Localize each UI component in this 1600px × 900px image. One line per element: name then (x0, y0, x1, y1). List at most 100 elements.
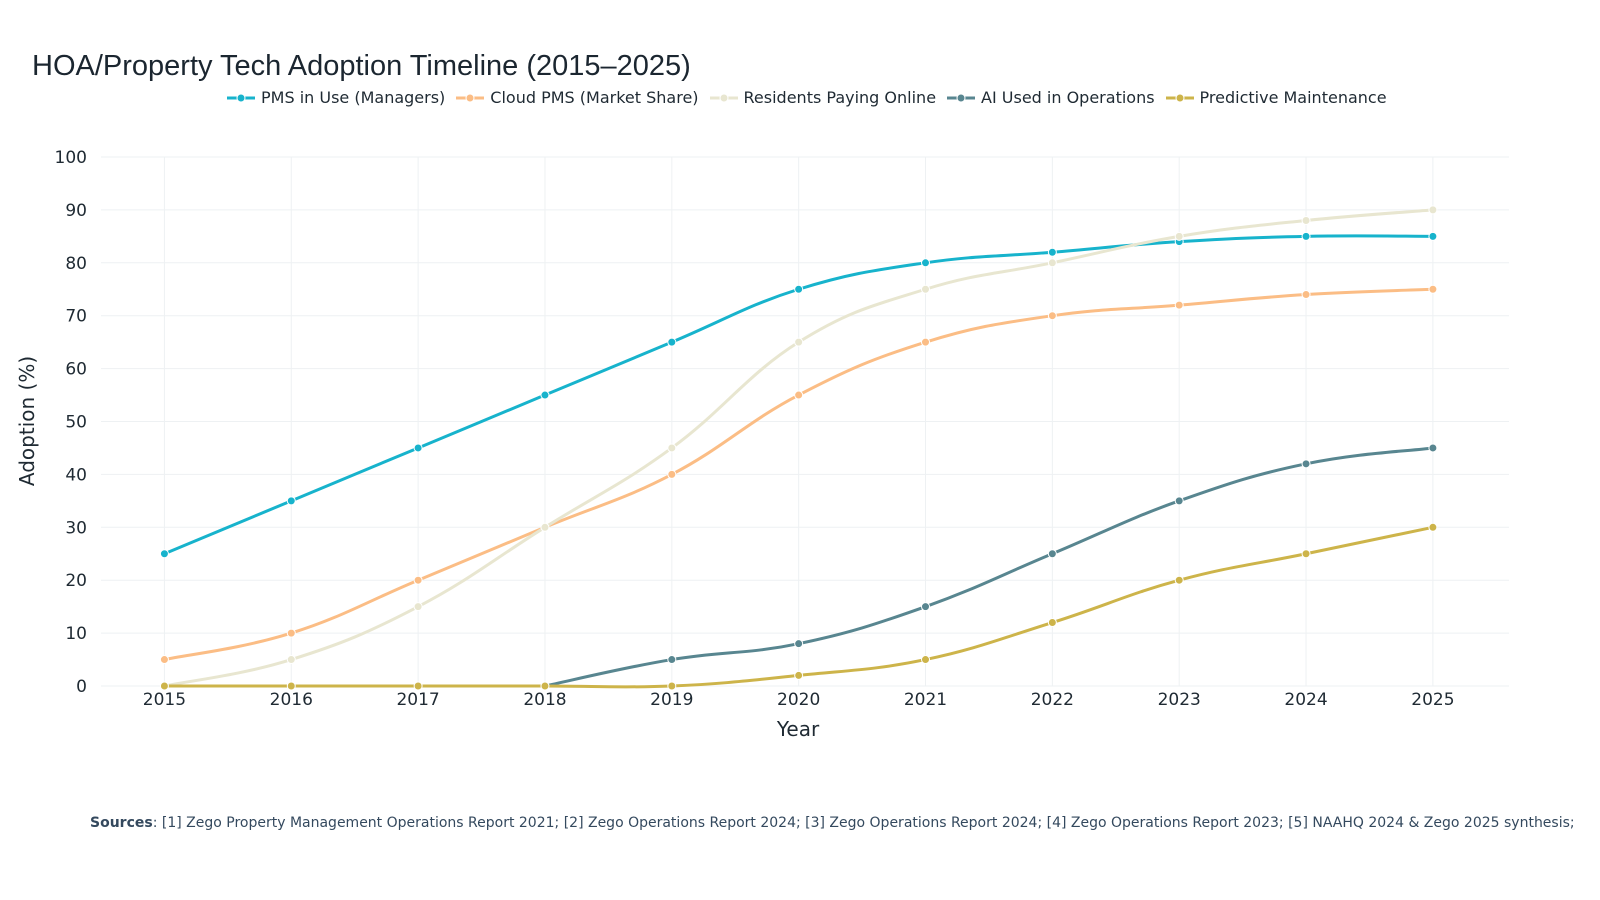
x-tick-label: 2018 (523, 690, 566, 710)
data-point (667, 469, 677, 479)
data-point (159, 549, 169, 559)
data-point (1047, 618, 1057, 628)
data-point (540, 390, 550, 400)
data-point (921, 284, 931, 294)
sources-note: Sources: [1] Zego Property Management Op… (90, 815, 1575, 831)
data-point (1174, 231, 1184, 241)
data-point (413, 602, 423, 612)
data-point (159, 681, 169, 691)
series-line (543, 446, 1435, 688)
x-tick-label: 2021 (904, 690, 947, 710)
x-tick-label: 2023 (1158, 690, 1201, 710)
y-tick-label: 90 (65, 201, 87, 221)
series-line (162, 208, 1435, 688)
chart-title: HOA/Property Tech Adoption Timeline (201… (32, 50, 691, 82)
data-point (1301, 290, 1311, 300)
data-point (1301, 231, 1311, 241)
series-pms-in-use-managers (159, 231, 1438, 559)
series-ai-used-in-operations (540, 443, 1438, 691)
data-point (1174, 496, 1184, 506)
y-tick-label: 50 (65, 413, 87, 433)
data-point (1047, 258, 1057, 268)
data-point (1174, 575, 1184, 585)
legend-label: AI Used in Operations (981, 88, 1155, 107)
y-axis-title: Adoption (%) (15, 356, 39, 486)
x-axis-title: Year (776, 717, 820, 741)
series-cloud-pms-market-share (159, 284, 1438, 665)
grid-lines (101, 156, 1509, 687)
data-point (159, 655, 169, 665)
data-point (286, 628, 296, 638)
legend-label: Predictive Maintenance (1199, 88, 1387, 107)
legend-swatch (709, 93, 738, 102)
data-point (667, 655, 677, 665)
y-tick-label: 80 (65, 254, 87, 274)
data-point (921, 337, 931, 347)
series-predictive-maintenance (159, 522, 1438, 691)
series-lines (159, 205, 1438, 691)
y-tick-label: 100 (55, 148, 87, 168)
legend-item: PMS in Use (Managers) (226, 88, 445, 107)
data-point (794, 390, 804, 400)
legend-label: Cloud PMS (Market Share) (490, 88, 699, 107)
x-tick-label: 2020 (777, 690, 820, 710)
data-point (413, 443, 423, 453)
data-point (667, 337, 677, 347)
data-point (1428, 284, 1438, 294)
x-tick-label: 2022 (1031, 690, 1074, 710)
data-point (1047, 311, 1057, 321)
tick-labels: 2015 2016 2017 2018 2019 2020 2021 2022 2023 2024… (55, 148, 1455, 710)
data-point (921, 258, 931, 268)
legend-item: Residents Paying Online (709, 88, 937, 107)
legend-swatch (1165, 93, 1194, 102)
x-tick-label: 2015 (143, 690, 186, 710)
data-point (540, 522, 550, 532)
data-point (540, 681, 550, 691)
y-tick-label: 10 (65, 624, 87, 644)
legend: PMS in Use (Managers) Cloud PMS (Market S… (226, 88, 1387, 107)
legend-label: PMS in Use (Managers) (261, 88, 446, 107)
data-point (794, 670, 804, 680)
data-point (1301, 459, 1311, 469)
data-point (1428, 205, 1438, 215)
legend-swatch (456, 93, 485, 102)
data-point (1428, 443, 1438, 453)
data-point (794, 337, 804, 347)
x-tick-label: 2017 (396, 690, 439, 710)
legend-swatch (947, 93, 976, 102)
x-tick-label: 2025 (1411, 690, 1454, 710)
data-point (1047, 549, 1057, 559)
y-tick-label: 30 (65, 518, 87, 538)
data-point (794, 284, 804, 294)
sources-text: : [1] Zego Property Management Operation… (152, 815, 1575, 831)
data-point (921, 602, 931, 612)
y-tick-label: 0 (76, 677, 87, 697)
legend-item: Predictive Maintenance (1165, 88, 1387, 107)
data-point (921, 655, 931, 665)
y-tick-label: 60 (65, 360, 87, 380)
sources-label: Sources (90, 815, 153, 831)
data-point (1047, 247, 1057, 257)
data-point (286, 655, 296, 665)
data-point (667, 681, 677, 691)
legend-item: AI Used in Operations (946, 88, 1155, 107)
x-tick-label: 2019 (650, 690, 693, 710)
data-point (1174, 300, 1184, 310)
data-point (286, 496, 296, 506)
data-point (1428, 231, 1438, 241)
legend-swatch (227, 93, 255, 102)
data-point (286, 681, 296, 691)
x-tick-label: 2016 (270, 690, 313, 710)
data-point (667, 443, 677, 453)
legend-item: Cloud PMS (Market Share) (455, 88, 699, 107)
legend-label: Residents Paying Online (743, 88, 937, 107)
data-point (413, 681, 423, 691)
y-tick-label: 70 (65, 307, 87, 327)
y-tick-label: 20 (65, 571, 87, 591)
data-point (1301, 549, 1311, 559)
data-point (1428, 522, 1438, 532)
y-tick-label: 40 (65, 465, 87, 485)
data-point (1301, 215, 1311, 225)
data-point (794, 639, 804, 649)
